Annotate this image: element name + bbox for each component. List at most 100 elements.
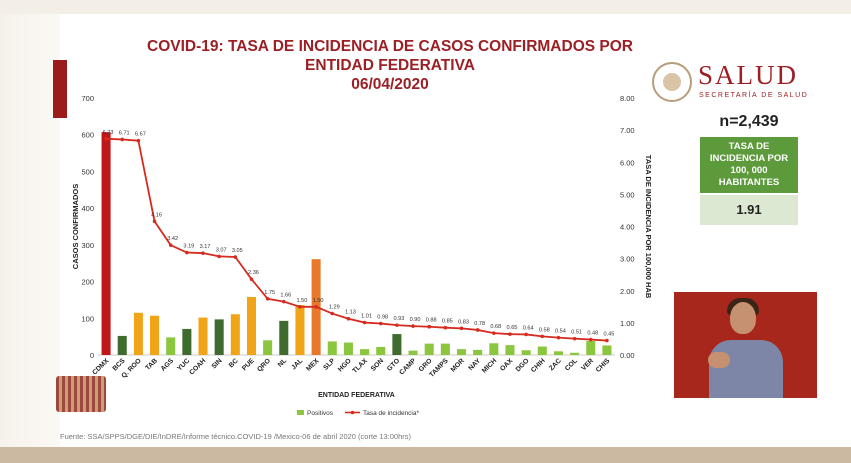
- y-tick-label: 300: [81, 241, 94, 250]
- category-label: CDMX: [91, 357, 110, 376]
- y-tick-label: 700: [81, 94, 94, 103]
- incidence-point: [588, 337, 593, 342]
- incidence-data-label: 6.71: [119, 130, 130, 136]
- incidence-data-label: 3.19: [183, 244, 194, 250]
- incidence-point: [540, 334, 545, 339]
- legend-label-bars: Positivos: [307, 410, 334, 417]
- incidence-point: [475, 328, 480, 332]
- bar: [198, 317, 208, 355]
- incidence-point: [136, 138, 141, 143]
- y-tick-label: 600: [81, 131, 94, 140]
- incidence-data-label: 0.90: [410, 317, 421, 323]
- bar: [263, 340, 273, 355]
- incidence-point: [395, 323, 399, 327]
- incidence-data-label: 0.51: [571, 330, 582, 336]
- incidence-data-label: 0.48: [587, 331, 598, 337]
- incidence-data-label: 1.13: [345, 310, 356, 316]
- incidence-data-label: 3.17: [200, 244, 211, 250]
- incidence-point: [120, 137, 125, 142]
- category-label: QRO: [256, 357, 272, 373]
- bar: [133, 312, 143, 355]
- incidence-point: [362, 320, 367, 325]
- category-label: BC: [228, 357, 240, 369]
- bar: [343, 342, 353, 355]
- sign-language-interpreter-video: [674, 292, 817, 398]
- incidence-data-label: 3.42: [167, 236, 178, 242]
- bar: [456, 349, 467, 355]
- y2-tick-label: 6.00: [620, 158, 635, 167]
- y2-tick-label: 4.00: [620, 223, 635, 232]
- incidence-point: [378, 321, 383, 326]
- top-frame: [0, 0, 851, 14]
- legend-label-line: Tasa de incidencia*: [363, 410, 419, 417]
- category-label: JAL: [290, 357, 304, 371]
- incidence-point: [330, 311, 335, 316]
- incidence-data-label: 1.50: [313, 298, 324, 304]
- category-label: OAX: [499, 357, 515, 373]
- crowd-illustration: [56, 376, 106, 412]
- incidence-data-label: 1.01: [361, 314, 372, 320]
- y2-tick-label: 1.00: [620, 319, 635, 328]
- bar: [230, 314, 240, 355]
- y-tick-label: 200: [81, 278, 94, 287]
- incidence-point: [556, 335, 561, 340]
- category-label: SON: [370, 357, 385, 372]
- incidence-point: [217, 254, 221, 259]
- y-tick-label: 400: [81, 204, 94, 213]
- legend-swatch-bars: [297, 410, 304, 415]
- incidence-point: [346, 316, 351, 321]
- bottom-frame: [0, 447, 851, 463]
- rate-label-box: TASA DE INCIDENCIA POR 100, 000 HABITANT…: [700, 137, 798, 193]
- incidence-data-label: 0.78: [474, 321, 485, 327]
- legend-swatch-line-marker: [350, 410, 355, 415]
- incidence-data-label: 3.07: [216, 247, 227, 253]
- category-label: CHIS: [595, 357, 612, 374]
- incidence-data-label: 0.83: [458, 319, 469, 325]
- x-axis-title: ENTIDAD FEDERATIVA: [318, 392, 395, 399]
- category-label: MEX: [305, 357, 321, 373]
- category-label: PUE: [241, 357, 256, 372]
- bar: [505, 345, 515, 355]
- interpreter-body: [709, 340, 783, 398]
- bar: [376, 346, 386, 355]
- bar: [408, 350, 418, 355]
- bar: [117, 335, 127, 355]
- source-note: Fuente: SSA/SPPS/DGE/DIE/InDRE/Informe t…: [60, 432, 411, 441]
- category-label: CAMP: [398, 357, 417, 376]
- category-label: NL: [277, 357, 288, 368]
- rate-value: 1.91: [700, 195, 798, 225]
- incidence-chart: 0 100 200 300 400 500 600 700 0.00 1.00 2.00 3.00 4.…: [71, 94, 653, 417]
- bar: [360, 349, 370, 355]
- y2-tick-label: 0.00: [620, 351, 635, 360]
- incidence-point: [524, 332, 528, 337]
- y2-tick-label: 3.00: [620, 255, 635, 264]
- incidence-point: [314, 305, 318, 309]
- incidence-data-label: 0.93: [393, 316, 404, 322]
- incidence-data-label: 0.98: [377, 315, 388, 321]
- bar: [246, 296, 257, 355]
- decorative-left-panel: [0, 14, 60, 447]
- interpreter-hand: [708, 352, 730, 368]
- incidence-point: [281, 299, 286, 304]
- y-tick-label: 500: [81, 167, 94, 176]
- y2-tick-label: 2.00: [620, 287, 635, 296]
- bar: [553, 351, 563, 355]
- incidence-point: [411, 324, 415, 328]
- bar: [489, 343, 499, 355]
- brand-subtitle: SECRETARÍA DE SALUD: [699, 92, 809, 99]
- incidence-data-label: 4.16: [151, 212, 162, 218]
- incidence-line: [106, 137, 607, 342]
- incidence-point: [508, 332, 512, 336]
- bar: [166, 337, 176, 355]
- incidence-data-label: 6.67: [135, 132, 146, 138]
- incidence-data-label: 0.85: [442, 319, 453, 325]
- incidence-point: [443, 325, 448, 330]
- incidence-point: [185, 250, 189, 255]
- chart-title: COVID-19: TASA DE INCIDENCIA DE CASOS CO…: [90, 37, 690, 94]
- incidence-data-label: 1.75: [264, 290, 275, 296]
- y2-tick-label: 7.00: [620, 126, 635, 135]
- y-axis-title: CASOS CONFIRMADOS: [71, 184, 80, 269]
- incidence-point: [427, 324, 432, 329]
- category-label: TLAX: [351, 357, 369, 375]
- bar: [182, 328, 192, 355]
